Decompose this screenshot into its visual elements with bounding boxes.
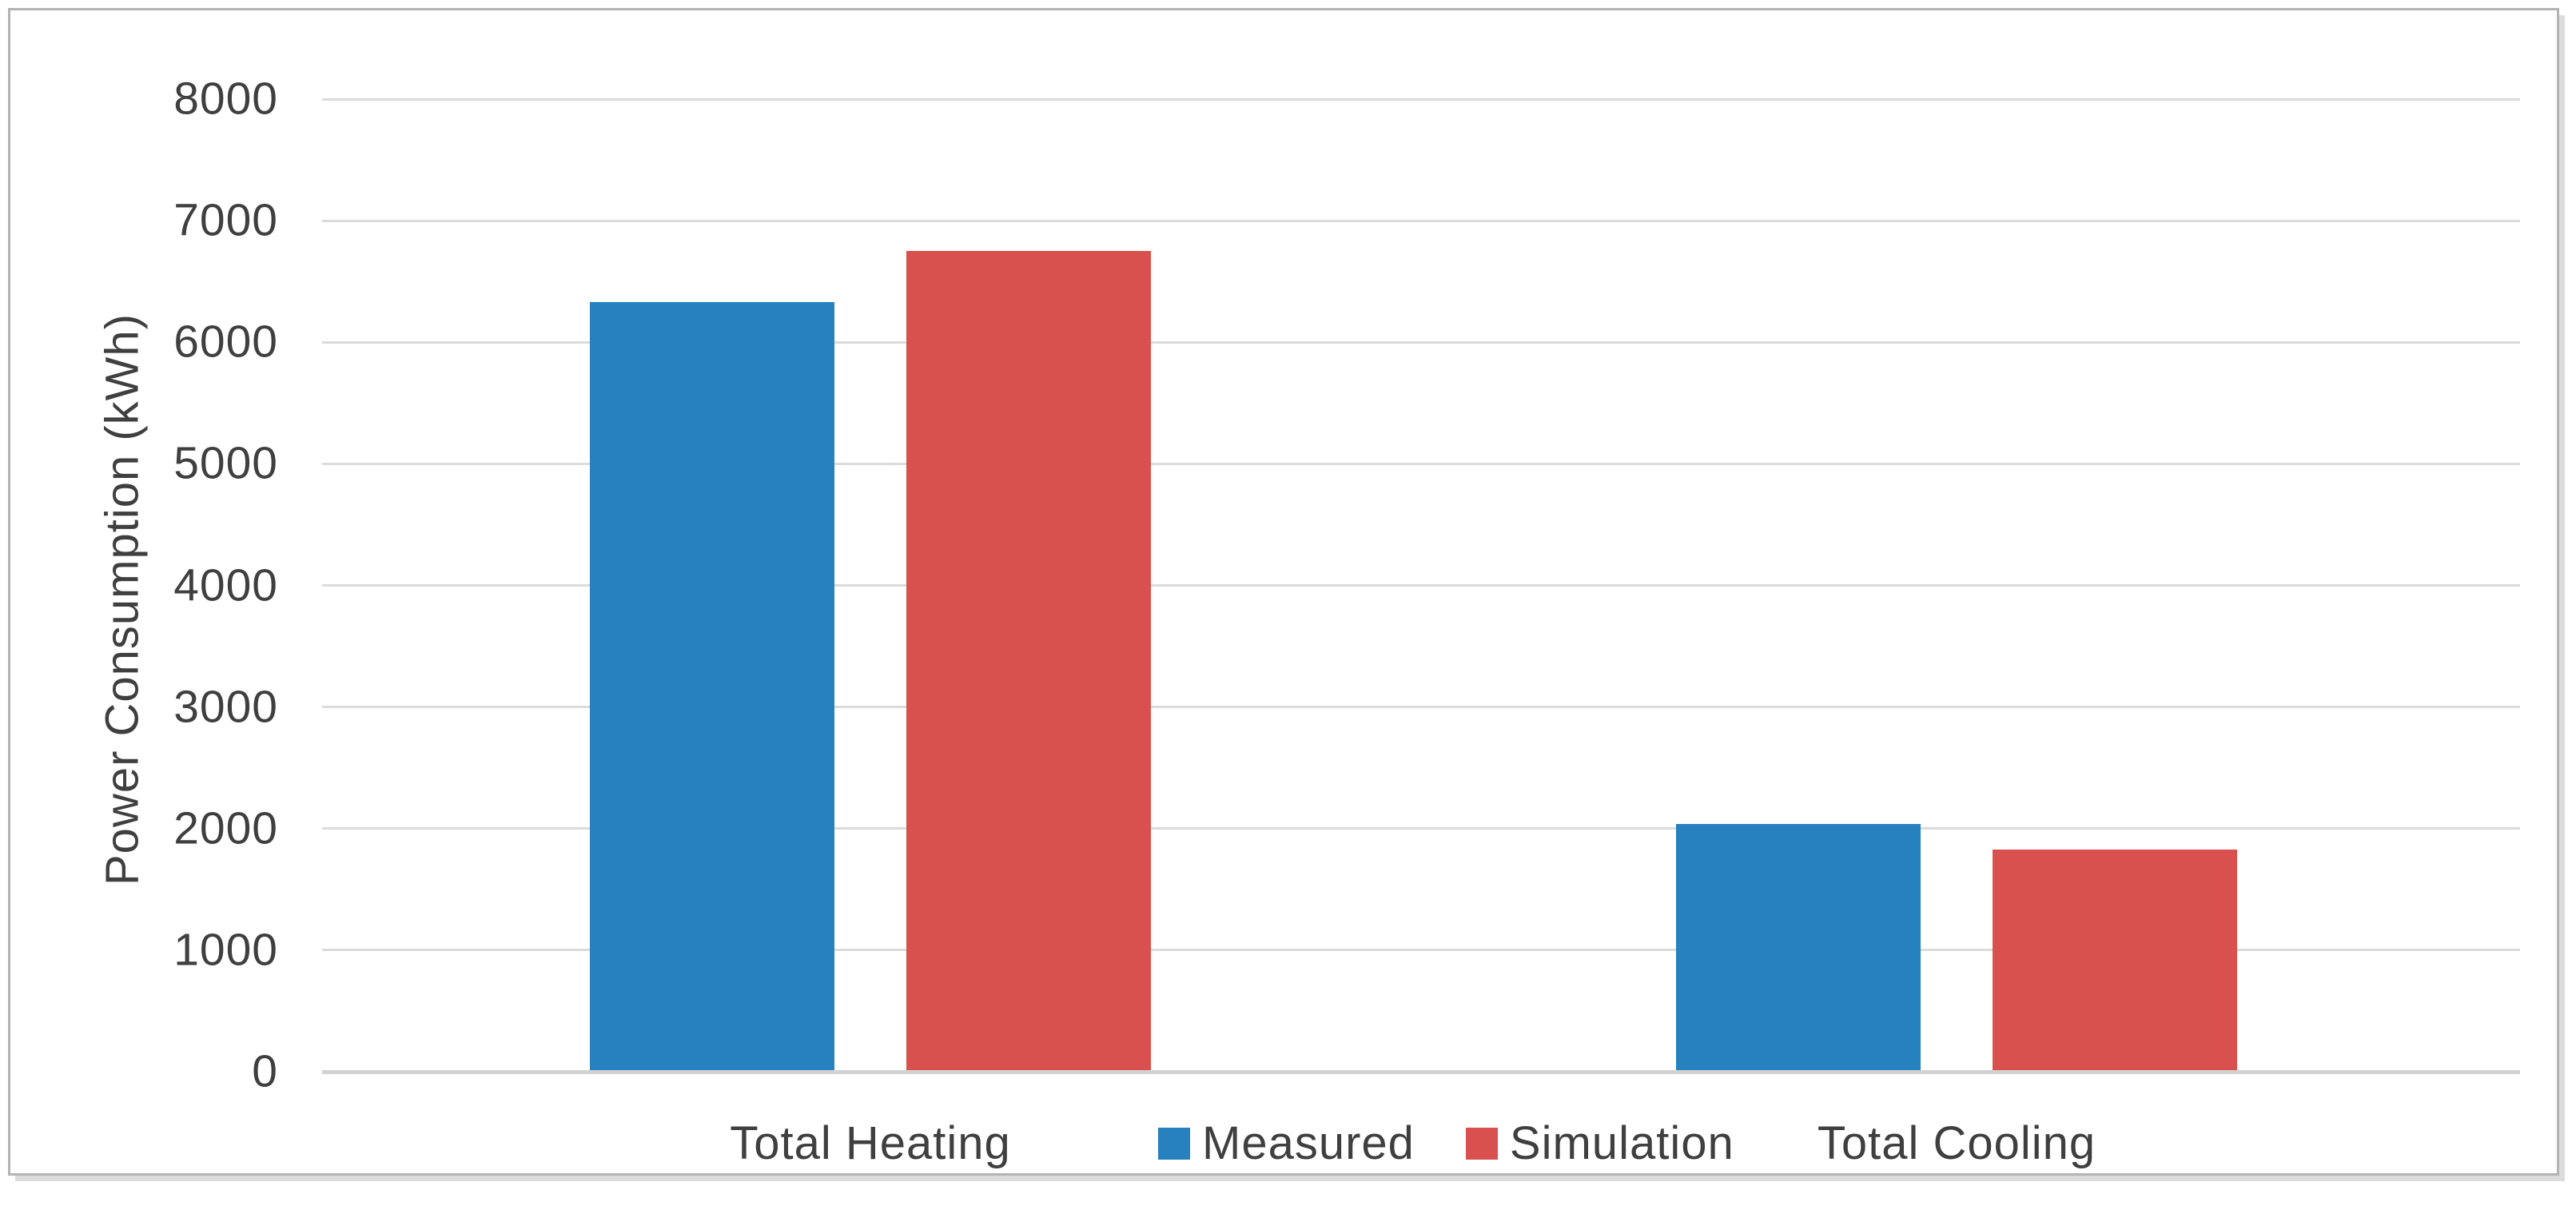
y-tick-label: 0 <box>252 1045 278 1097</box>
y-tick-label: 4000 <box>173 559 278 611</box>
gridline <box>322 219 2520 222</box>
gridline <box>322 340 2520 344</box>
legend-item-measured: Measured <box>1158 1118 1415 1169</box>
legend: Measured Simulation <box>1158 1118 1734 1169</box>
bar-simulation-total-heating <box>906 251 1151 1072</box>
y-tick-label: 7000 <box>173 194 278 246</box>
gridline <box>322 98 2520 101</box>
y-tick-label: 1000 <box>173 924 278 976</box>
category-label-total-heating: Total Heating <box>730 1117 1011 1169</box>
plot-area <box>322 98 2520 1074</box>
gridline <box>322 584 2520 587</box>
chart-card: Power Consumption (kWh) Measured Simulati… <box>8 8 2559 1176</box>
y-tick-label: 2000 <box>173 802 278 854</box>
gridline <box>322 706 2520 709</box>
legend-label: Simulation <box>1509 1117 1734 1169</box>
x-axis-baseline <box>322 1069 2520 1074</box>
legend-label: Measured <box>1202 1117 1415 1169</box>
y-tick-label: 8000 <box>173 73 278 125</box>
gridline <box>322 462 2520 465</box>
legend-swatch-simulation <box>1465 1128 1498 1160</box>
gridline <box>322 827 2520 830</box>
bar-simulation-total-cooling <box>1993 849 2237 1072</box>
gridline <box>322 949 2520 952</box>
bar-measured-total-heating <box>590 302 834 1072</box>
bar-measured-total-cooling <box>1676 823 1921 1072</box>
legend-item-simulation: Simulation <box>1465 1117 1734 1169</box>
category-label-total-cooling: Total Cooling <box>1817 1117 2096 1169</box>
y-tick-label: 5000 <box>173 437 278 489</box>
y-tick-label: 3000 <box>173 681 278 733</box>
legend-swatch-measured <box>1158 1128 1190 1160</box>
y-tick-label: 6000 <box>173 316 278 368</box>
